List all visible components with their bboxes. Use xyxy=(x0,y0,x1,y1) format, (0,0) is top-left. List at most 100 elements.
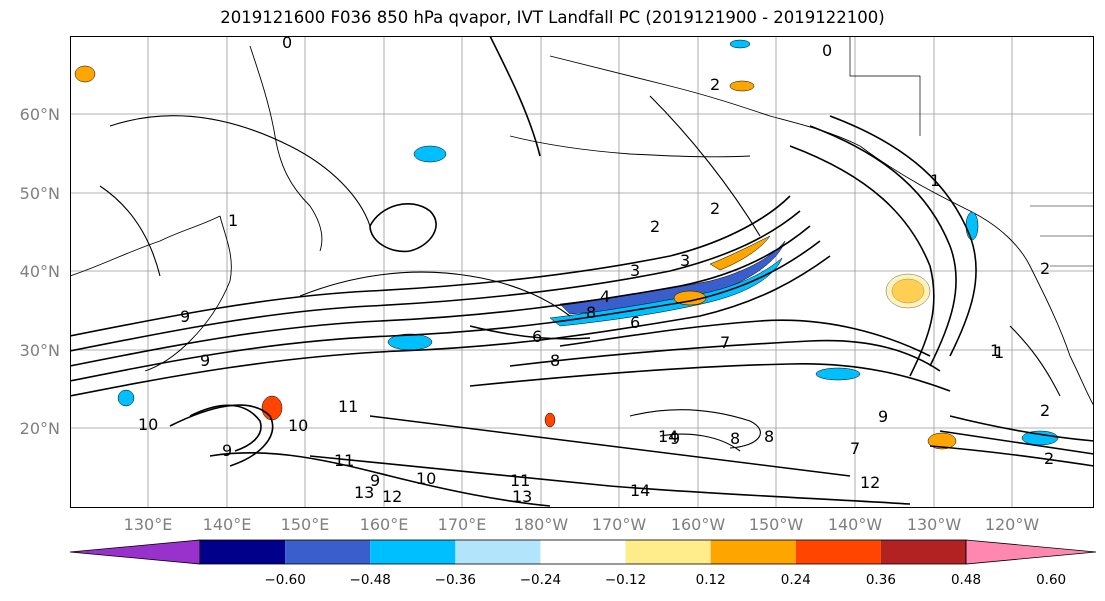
colorbar xyxy=(68,538,1098,570)
colorbar-tick-label: 0.24 xyxy=(780,572,811,588)
colorbar-segment xyxy=(200,540,286,564)
ivt-contours-thin xyxy=(99,95,1061,452)
contour-label: 9 xyxy=(878,407,888,426)
lon-label: 160°W xyxy=(670,515,726,534)
colorbar-tick-label: −0.48 xyxy=(349,572,391,588)
lon-label: 120°W xyxy=(984,515,1040,534)
colorbar-tick-label: −0.12 xyxy=(604,572,647,588)
contour-label: 2 xyxy=(1040,401,1050,420)
contour-label: 14 xyxy=(630,481,650,500)
contour-label: 3 xyxy=(680,251,690,270)
contour-label: 12 xyxy=(382,487,402,506)
lat-label: 60°N xyxy=(19,105,60,124)
orange-patch-north xyxy=(729,80,755,92)
contour-label: 3 xyxy=(630,261,640,280)
contour-label: 8 xyxy=(730,429,740,448)
contour-label: 8 xyxy=(550,351,560,370)
colorbar-segment xyxy=(370,540,456,564)
contour-label: 1 xyxy=(990,341,1000,360)
colorbar-tick-label: 0.60 xyxy=(1036,572,1067,588)
colorbar-segment xyxy=(880,540,966,564)
lon-label: 150°W xyxy=(748,515,804,534)
ivt-contours xyxy=(70,36,1094,507)
colorbar-extend-low xyxy=(69,539,201,565)
cyan-patch-hawaii xyxy=(815,367,861,381)
states-border xyxy=(1030,205,1094,267)
contour-label: 7 xyxy=(720,333,730,352)
colorbar-segment xyxy=(795,540,881,564)
contour-label: 11 xyxy=(510,471,530,490)
lat-label: 30°N xyxy=(19,341,60,360)
contour-label: 13 xyxy=(354,483,374,502)
colorbar-segment xyxy=(455,540,541,564)
lon-label: 130°W xyxy=(906,515,962,534)
contour-label: 0 xyxy=(822,41,832,60)
lon-label: 140°W xyxy=(827,515,883,534)
contour-label: 9 xyxy=(200,351,210,370)
lat-label: 40°N xyxy=(19,262,60,281)
orange-patch-south xyxy=(927,432,957,450)
colorbar-bar xyxy=(69,539,1097,565)
contour-label: 13 xyxy=(512,487,532,506)
contour-label: 1 xyxy=(994,343,1004,362)
lon-label: 170°E xyxy=(437,515,487,534)
lat-label: 20°N xyxy=(19,419,60,438)
orange-patch-center xyxy=(673,290,707,306)
contour-label: 9 xyxy=(670,429,680,448)
contour-label: 9 xyxy=(370,471,380,490)
japan-coast xyxy=(144,215,232,372)
contour-label: 11 xyxy=(334,451,354,470)
blue-patch-east xyxy=(965,211,979,241)
contour-label: 2 xyxy=(1044,449,1054,468)
colorbar-segment xyxy=(540,540,626,564)
contour-label: 9 xyxy=(222,441,232,460)
contour-label: 10 xyxy=(138,415,158,434)
lon-label: 160°E xyxy=(359,515,409,534)
cyan-patch-bering xyxy=(413,145,447,163)
colorbar-extend-high xyxy=(965,539,1097,565)
canada-border xyxy=(849,36,921,136)
colorbar-segment xyxy=(710,540,796,564)
colorbar-tick-label: 0.48 xyxy=(950,572,982,588)
contour-label: 1 xyxy=(930,171,940,190)
contour-label: 2 xyxy=(710,75,720,94)
colorbar-segment xyxy=(285,540,371,564)
aleutian-chain xyxy=(509,135,751,158)
orange-patch-nw xyxy=(74,65,96,83)
colorbar-segment xyxy=(625,540,711,564)
orange-streak-main xyxy=(709,235,771,271)
coastlines xyxy=(70,36,1094,407)
contour-label: 10 xyxy=(288,416,308,435)
blue-patch-north xyxy=(729,39,751,49)
contour-label: 8 xyxy=(764,427,774,446)
contour-label: 4 xyxy=(600,287,610,306)
contour-label: 2 xyxy=(710,199,720,218)
lon-label: 170°W xyxy=(591,515,647,534)
lon-label: 150°E xyxy=(280,515,330,534)
contour-label: 2 xyxy=(650,217,660,236)
map-title: 2019121600 F036 850 hPa qvapor, IVT Land… xyxy=(220,8,885,27)
nw-america-coast xyxy=(859,145,1094,407)
contour-label: 14 xyxy=(658,427,678,446)
contour-label: 6 xyxy=(630,313,640,332)
contour-label: 7 xyxy=(850,439,860,458)
cyan-patch-nw2 xyxy=(117,389,135,407)
contour-label: 11 xyxy=(338,397,358,416)
map-panel: 0 0 2 1 1 2 3 3 4 8 6 8 6 7 1 2 9 9 10 11 10 11 9 9 10 13 12 11 13 14… xyxy=(70,36,1094,508)
contour-label: 10 xyxy=(416,469,436,488)
cyan-patch-south xyxy=(1021,430,1059,446)
colorbar-tick-label: 0.36 xyxy=(865,572,896,588)
lat-label: 50°N xyxy=(19,184,60,203)
lon-label: 140°E xyxy=(202,515,252,534)
lon-label: 130°E xyxy=(123,515,173,534)
contour-label: 8 xyxy=(586,303,596,322)
contour-label: 6 xyxy=(532,327,542,346)
asia-coast xyxy=(70,215,221,277)
kamchatka-coast xyxy=(249,45,323,252)
colorbar-tick-label: −0.24 xyxy=(519,572,562,588)
colorbar-tick-label: −0.36 xyxy=(434,572,477,588)
contour-label: 1 xyxy=(228,211,238,230)
orange-patch-westjapan xyxy=(261,395,283,421)
